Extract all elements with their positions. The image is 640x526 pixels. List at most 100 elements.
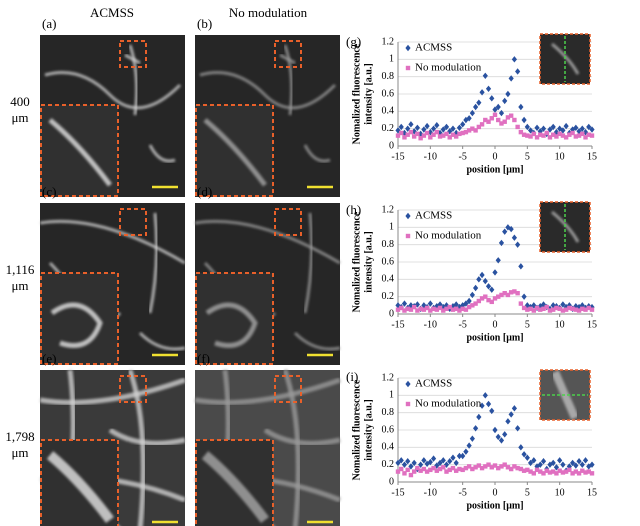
- inset: [195, 273, 273, 365]
- x-tick-label: 0: [493, 151, 498, 162]
- diamond-marker: [469, 291, 475, 299]
- micrograph: [39, 203, 186, 365]
- square-marker: [405, 233, 411, 239]
- vessel: [282, 369, 301, 526]
- roi-box: [274, 375, 302, 403]
- diamond-marker: [443, 123, 450, 131]
- diamond-marker: [401, 300, 408, 307]
- y-tick-label: 1: [389, 54, 394, 65]
- depth-label: μm: [11, 445, 28, 460]
- diamond-marker: [527, 459, 534, 467]
- diamond-marker: [466, 442, 472, 449]
- inset-border: [195, 104, 274, 197]
- diamond-marker: [398, 457, 404, 464]
- y-tick-label: 0.8: [382, 239, 395, 250]
- vessel: [283, 44, 294, 116]
- square-marker: [492, 112, 498, 117]
- diamond-marker: [563, 122, 569, 130]
- square-marker: [434, 129, 439, 135]
- x-axis-label: position [μm]: [466, 500, 523, 511]
- vessel: [303, 144, 331, 163]
- diamond-marker: [518, 103, 524, 111]
- x-tick-label: 0: [493, 319, 498, 330]
- y-tick-label: 1: [389, 222, 394, 233]
- diamond-marker: [463, 300, 469, 307]
- micrograph: [194, 369, 341, 526]
- diamond-marker: [582, 128, 589, 136]
- diamond-marker: [511, 234, 517, 241]
- y-tick-label: 0.6: [382, 256, 395, 267]
- square-marker: [415, 131, 420, 137]
- diamond-marker: [479, 89, 485, 96]
- diamond-marker: [570, 459, 576, 467]
- x-tick-label: -5: [458, 487, 466, 498]
- diamond-marker: [440, 457, 446, 464]
- y-tick-label: 0.2: [382, 459, 395, 470]
- thumbnail-vessel: [551, 210, 580, 243]
- diamond-marker: [421, 457, 427, 464]
- vessel: [138, 331, 186, 351]
- diamond-marker: [518, 263, 524, 270]
- inset-border: [195, 272, 274, 365]
- y-tick-label: 1.2: [382, 372, 395, 383]
- diamond-marker: [498, 239, 505, 247]
- roi-box: [119, 375, 147, 403]
- diamond-marker: [405, 380, 411, 388]
- roi-box: [119, 40, 147, 68]
- square-marker: [508, 113, 514, 118]
- diamond-marker: [456, 124, 463, 131]
- diamond-marker: [489, 95, 495, 102]
- diamond-marker: [466, 115, 472, 122]
- diamond-marker: [579, 125, 585, 132]
- diamond-marker: [531, 457, 537, 464]
- diamond-marker: [527, 127, 534, 134]
- y-tick-label: 0.8: [382, 71, 395, 82]
- diamond-marker: [505, 224, 511, 231]
- diamond-marker: [479, 271, 485, 279]
- diamond-marker: [489, 407, 495, 415]
- square-marker: [502, 119, 507, 124]
- diamond-marker: [515, 68, 521, 75]
- depth-label: 1,116: [6, 262, 35, 277]
- diamond-marker: [460, 121, 466, 128]
- panel-label: (e): [42, 351, 56, 366]
- y-tick-label: 0.4: [382, 106, 395, 117]
- diamond-marker: [547, 126, 553, 133]
- diamond-marker: [492, 426, 498, 434]
- y-tick-label: 0.4: [382, 274, 395, 285]
- micrograph: [195, 35, 340, 197]
- square-marker: [408, 472, 414, 478]
- diamond-marker: [437, 459, 443, 467]
- diamond-marker: [576, 128, 582, 135]
- x-tick-label: -5: [458, 319, 466, 330]
- diamond-marker: [469, 435, 475, 442]
- diamond-marker: [476, 99, 482, 106]
- depth-label: 400: [10, 94, 30, 109]
- diamond-marker: [505, 418, 511, 425]
- diamond-marker: [586, 123, 592, 131]
- legend-label: No modulation: [415, 398, 482, 410]
- diamond-marker: [485, 400, 492, 408]
- diamond-marker: [473, 103, 479, 111]
- diamond-marker: [573, 124, 579, 131]
- diamond-marker: [482, 277, 488, 285]
- diamond-marker: [405, 212, 411, 220]
- diamond-marker: [482, 72, 488, 79]
- square-marker: [515, 291, 520, 296]
- square-marker: [589, 307, 595, 312]
- diamond-marker: [511, 56, 517, 63]
- vessel: [39, 219, 186, 265]
- diamond-marker: [589, 461, 595, 468]
- diamond-marker: [505, 90, 511, 98]
- diamond-marker: [421, 126, 427, 133]
- diamond-marker: [440, 126, 446, 133]
- diamond-marker: [498, 437, 505, 444]
- diamond-marker: [518, 444, 524, 451]
- diamond-marker: [450, 125, 456, 132]
- x-tick-label: -10: [424, 319, 437, 330]
- diamond-marker: [473, 425, 479, 432]
- diamond-marker: [434, 122, 440, 129]
- square-marker: [411, 469, 417, 474]
- diamond-marker: [508, 225, 514, 233]
